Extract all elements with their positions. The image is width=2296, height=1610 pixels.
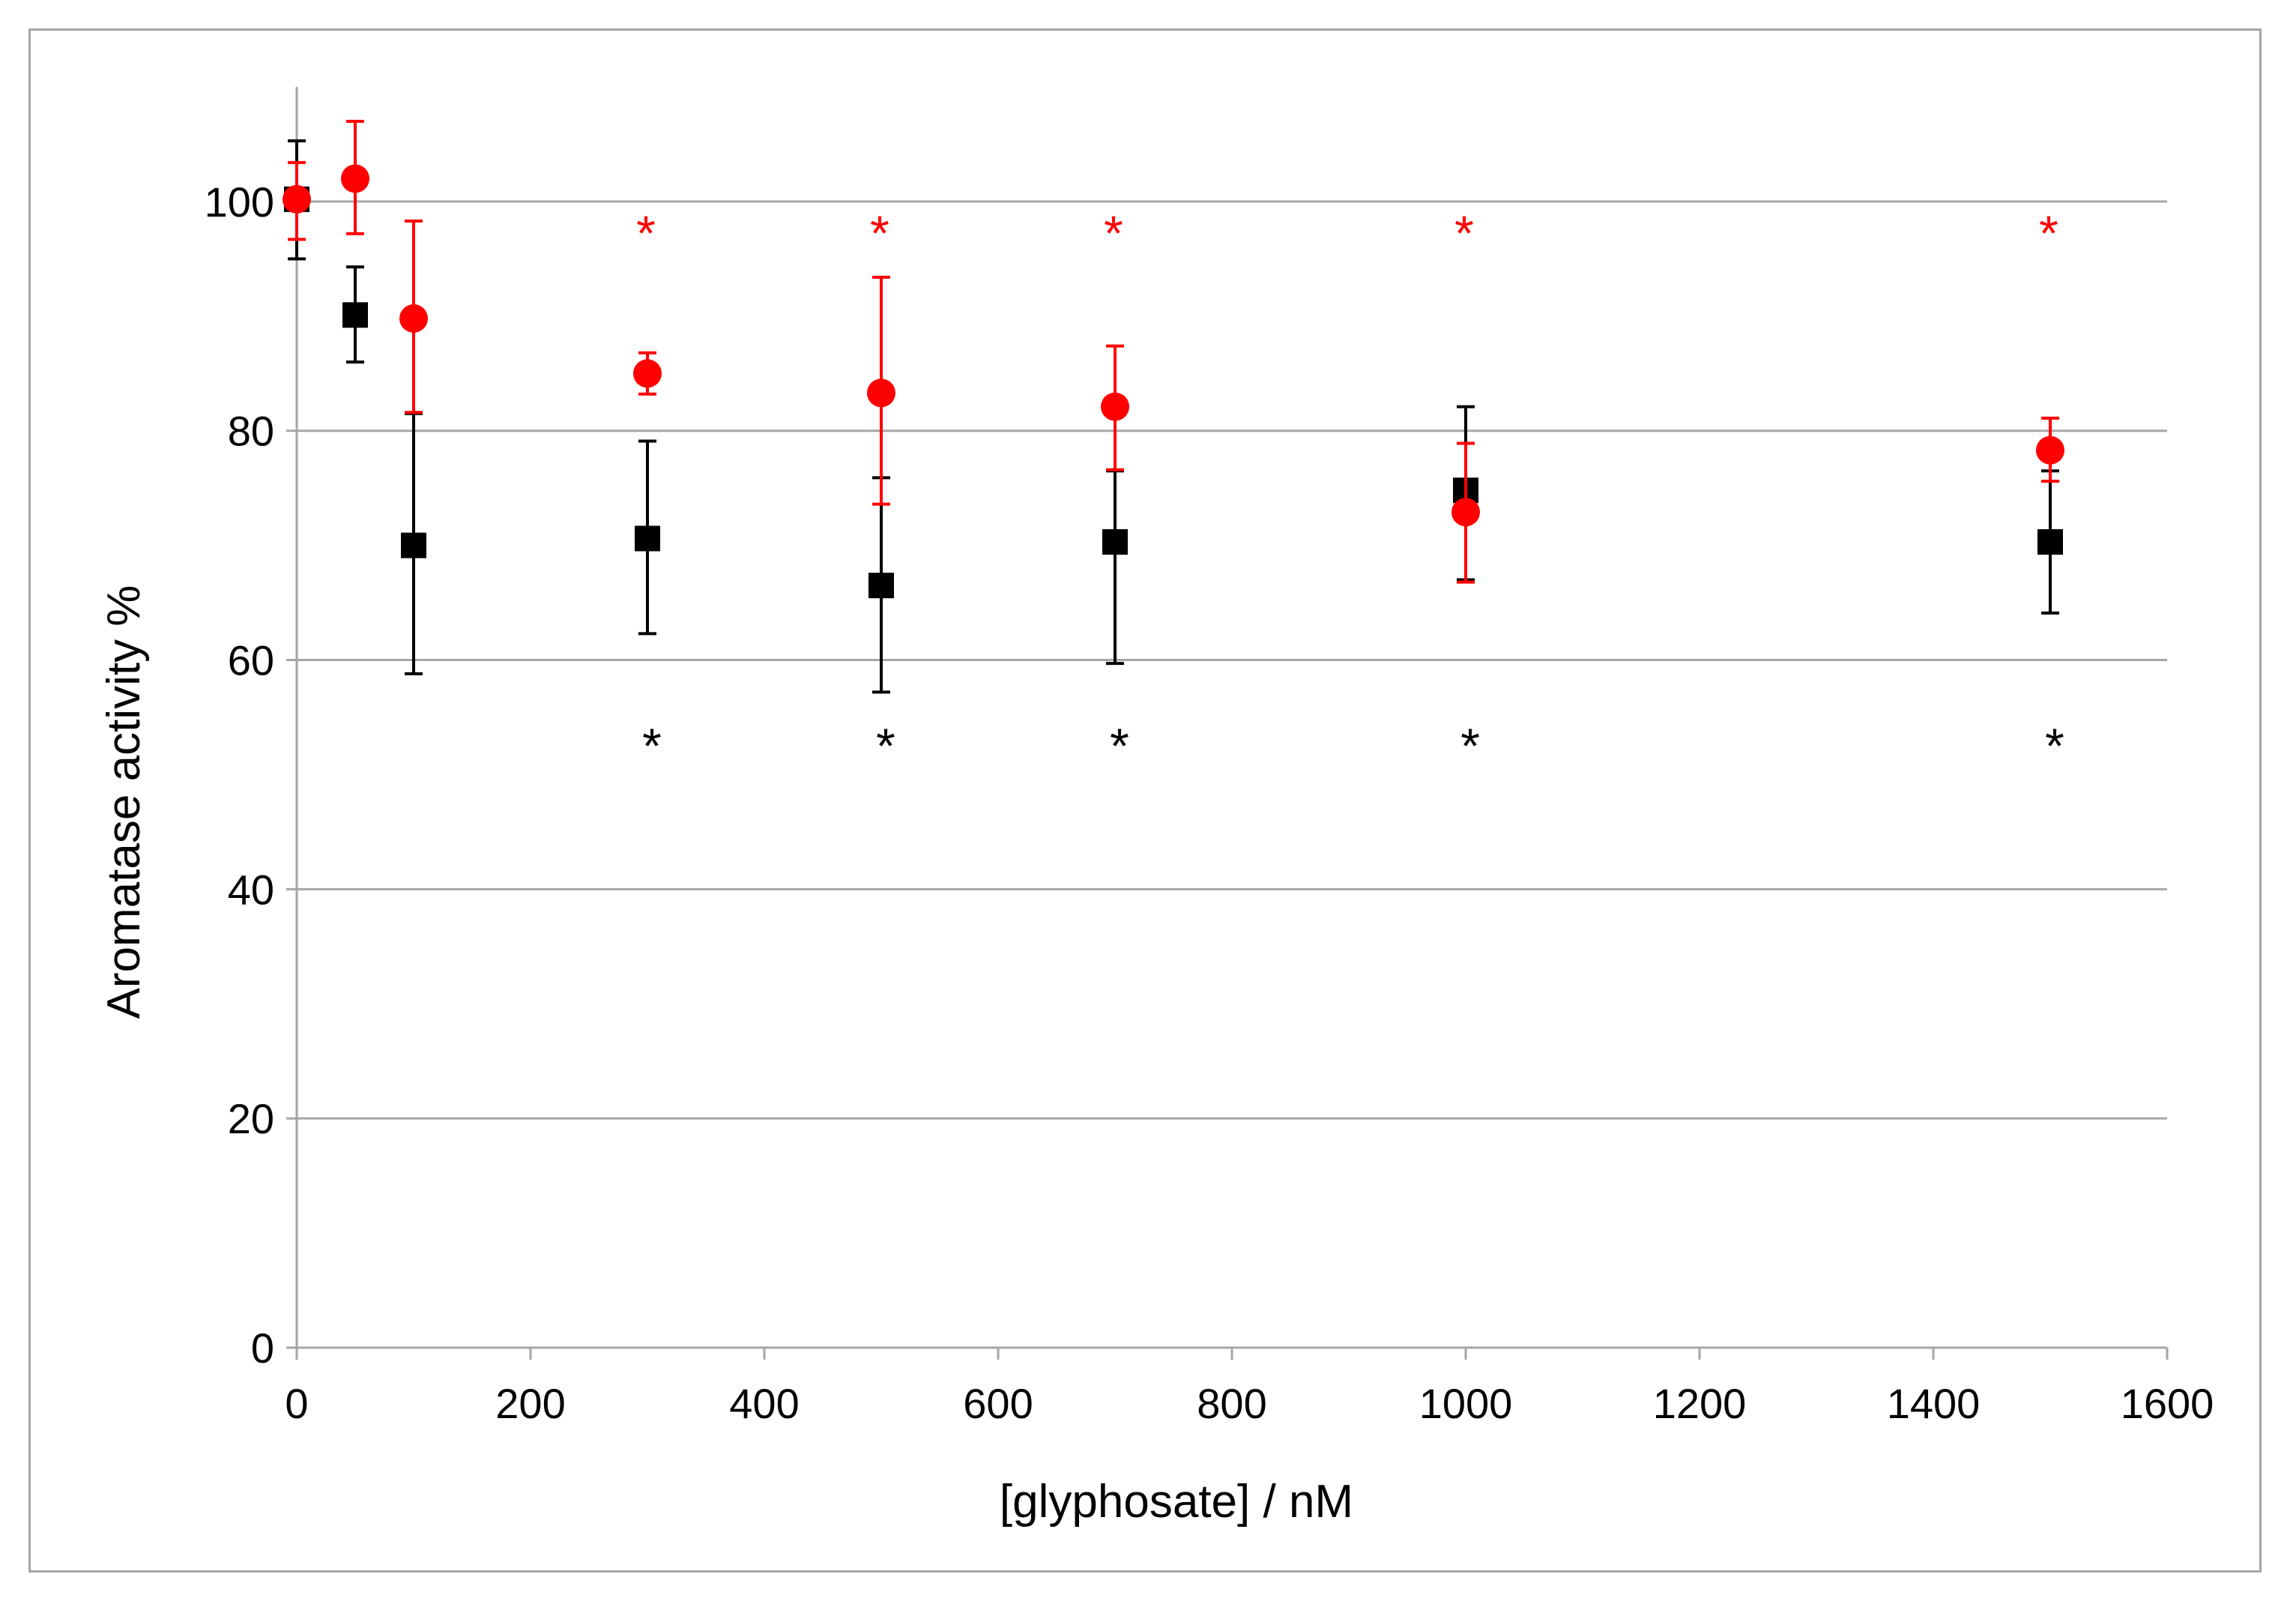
black-significance-asterisk: * xyxy=(876,718,895,774)
data-point-circle xyxy=(633,359,662,388)
red-significance-asterisk: * xyxy=(2039,205,2058,261)
x-tick-label: 800 xyxy=(1197,1380,1266,1427)
data-point-square xyxy=(2037,529,2063,555)
gridlines xyxy=(297,200,2167,1120)
data-point-square xyxy=(1102,529,1128,555)
black-significance-asterisk: * xyxy=(1460,718,1480,774)
data-point-circle xyxy=(399,304,428,333)
x-tick-label: 400 xyxy=(729,1380,799,1427)
black-significance-asterisk: * xyxy=(2045,718,2064,774)
y-tick-label: 100 xyxy=(205,178,274,226)
red-significance-asterisk: * xyxy=(1454,205,1474,261)
data-point-circle xyxy=(1451,498,1480,527)
data-point-circle xyxy=(341,164,369,193)
y-tick-label: 80 xyxy=(228,408,274,455)
y-tick-label: 0 xyxy=(251,1324,274,1372)
x-tick-label: 200 xyxy=(495,1380,565,1427)
data-point-square xyxy=(868,573,894,599)
data-point-circle xyxy=(1101,392,1129,421)
red-significance-asterisk: * xyxy=(1104,205,1123,261)
y-tick-label: 60 xyxy=(228,637,274,684)
chart-frame xyxy=(28,28,2262,1573)
data-point-circle xyxy=(2036,435,2064,465)
red-significance-asterisk: * xyxy=(870,205,889,261)
red-circle-series: * * * * * xyxy=(283,119,2064,584)
black-significance-asterisk: * xyxy=(642,718,662,774)
black-square-series: * * * * * xyxy=(284,139,2064,774)
y-tick-label: 20 xyxy=(228,1095,274,1142)
x-tick-label: 1200 xyxy=(1653,1380,1747,1427)
data-point-circle xyxy=(283,184,311,214)
data-point-circle xyxy=(867,379,895,408)
axes xyxy=(286,87,2169,1360)
y-axis-title: Aromatase activity % xyxy=(98,585,150,1019)
data-point-square xyxy=(401,532,426,558)
red-significance-asterisk: * xyxy=(636,205,656,261)
data-point-square xyxy=(635,525,660,552)
black-significance-asterisk: * xyxy=(1110,718,1129,774)
x-tick-label: 600 xyxy=(963,1380,1033,1427)
data-point-square xyxy=(342,302,368,328)
x-tick-label: 1400 xyxy=(1887,1380,1981,1427)
x-axis-title: [glyphosate] / nM xyxy=(1000,1476,1353,1528)
x-tick-label: 1600 xyxy=(2121,1380,2214,1427)
x-tick-label: 1000 xyxy=(1419,1380,1513,1427)
x-tick-label: 0 xyxy=(285,1380,308,1427)
data-series: * * * * * * * * * * xyxy=(283,119,2064,774)
y-tick-label: 40 xyxy=(228,866,274,913)
